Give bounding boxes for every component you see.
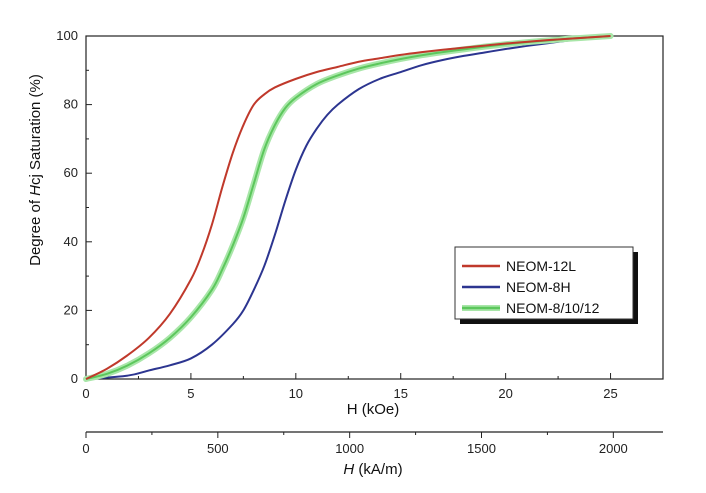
x2-tick-label: 500 — [207, 441, 229, 456]
y-tick-label: 20 — [64, 302, 78, 317]
y-tick-label: 60 — [64, 165, 78, 180]
y-axis-title-italic: H — [27, 185, 44, 196]
legend-label: NEOM-12L — [506, 258, 576, 274]
y-axis-title-suffix: cj Saturation (%) — [27, 74, 44, 185]
secondary-x-axis: 0 500 1000 1500 2000 — [82, 431, 663, 456]
series-glow-neom-8-10-12 — [83, 33, 614, 382]
x2-axis-title-italic: H — [343, 461, 354, 478]
y-tick-label: 100 — [56, 28, 78, 43]
legend-label: NEOM-8H — [506, 279, 571, 295]
y-tick-label: 80 — [64, 97, 78, 112]
legend-label: NEOM-8/10/12 — [506, 300, 600, 316]
series-line-neom-8h — [85, 35, 611, 380]
x-axis-title: H (kOe) — [347, 401, 400, 418]
y-axis-ticks: 0 20 40 60 80 100 — [56, 28, 92, 386]
legend-items: NEOM-12L NEOM-8H NEOM-8/10/12 — [462, 258, 600, 316]
series-lines — [83, 33, 614, 382]
x-tick-label: 5 — [187, 386, 194, 401]
legend: NEOM-12L NEOM-8H NEOM-8/10/12 — [454, 246, 638, 324]
x-tick-label: 15 — [393, 386, 407, 401]
x2-axis-title-suffix: (kA/m) — [354, 461, 402, 478]
x2-tick-label: 1000 — [335, 441, 364, 456]
x2-axis-title: H (kA/m) — [343, 461, 402, 478]
y-axis-title: Degree of Hcj Saturation (%) — [27, 74, 44, 266]
series-line-neom-12l — [85, 35, 611, 380]
x-axis-ticks: 0 5 10 15 20 25 — [82, 373, 618, 401]
x2-tick-label: 1500 — [467, 441, 496, 456]
y-tick-label: 0 — [71, 371, 78, 386]
x2-tick-label: 0 — [82, 441, 89, 456]
plot-frame — [85, 35, 664, 380]
y-tick-label: 40 — [64, 234, 78, 249]
x-tick-label: 0 — [82, 386, 89, 401]
x-tick-label: 25 — [603, 386, 617, 401]
x-tick-label: 20 — [498, 386, 512, 401]
y-axis-title-prefix: Degree of — [27, 196, 44, 266]
x2-tick-label: 2000 — [599, 441, 628, 456]
plot-border — [85, 35, 664, 380]
series-line-neom-8-10-12 — [85, 35, 611, 380]
x-tick-label: 10 — [289, 386, 303, 401]
